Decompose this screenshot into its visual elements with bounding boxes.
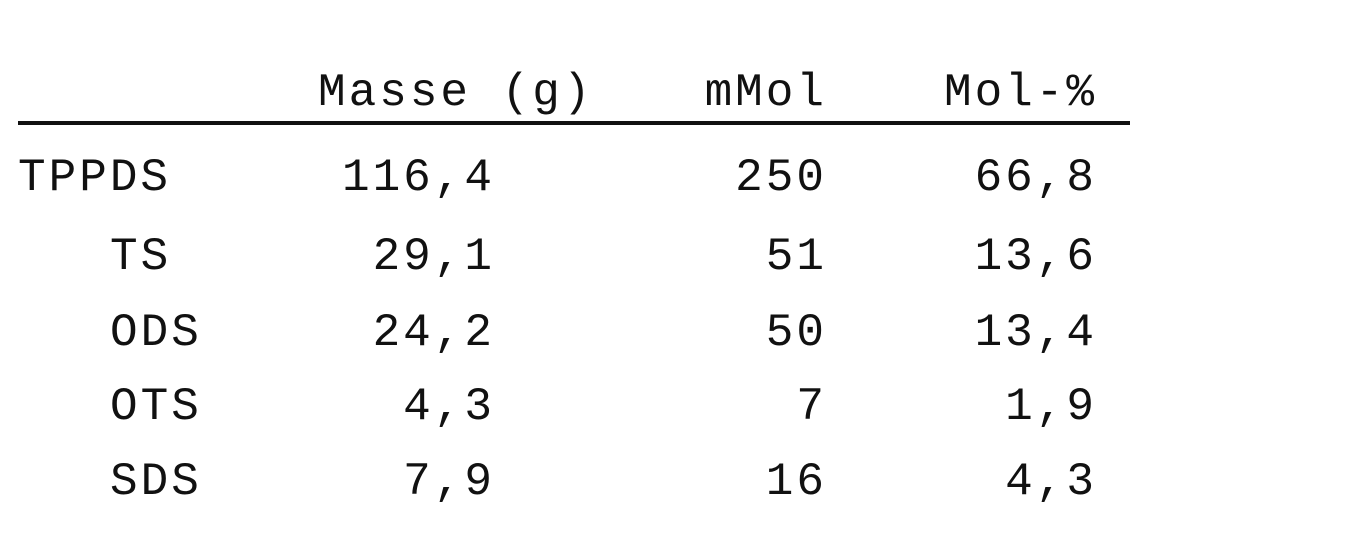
cell-masse: 24,2 — [373, 310, 495, 356]
cell-mmol: 250 — [735, 155, 827, 201]
cell-molpct: 13,6 — [975, 234, 1097, 280]
cell-mmol: 7 — [796, 384, 827, 430]
cell-mmol: 51 — [766, 234, 827, 280]
row-name: TS — [110, 234, 171, 280]
header-rule — [18, 121, 1130, 125]
cell-molpct: 66,8 — [975, 155, 1097, 201]
header-molpct: Mol-% — [944, 70, 1097, 116]
row-name: ODS — [110, 310, 202, 356]
cell-masse: 7,9 — [403, 459, 495, 505]
cell-molpct: 13,4 — [975, 310, 1097, 356]
cell-mmol: 16 — [766, 459, 827, 505]
row-name: SDS — [110, 459, 202, 505]
cell-masse: 29,1 — [373, 234, 495, 280]
cell-molpct: 4,3 — [1005, 459, 1097, 505]
row-name: OTS — [110, 384, 202, 430]
row-name: TPPDS — [18, 155, 171, 201]
cell-mmol: 50 — [766, 310, 827, 356]
header-masse: Masse (g) — [318, 70, 593, 116]
cell-masse: 116,4 — [342, 155, 495, 201]
header-mmol: mMol — [705, 70, 827, 116]
cell-masse: 4,3 — [403, 384, 495, 430]
cell-molpct: 1,9 — [1005, 384, 1097, 430]
